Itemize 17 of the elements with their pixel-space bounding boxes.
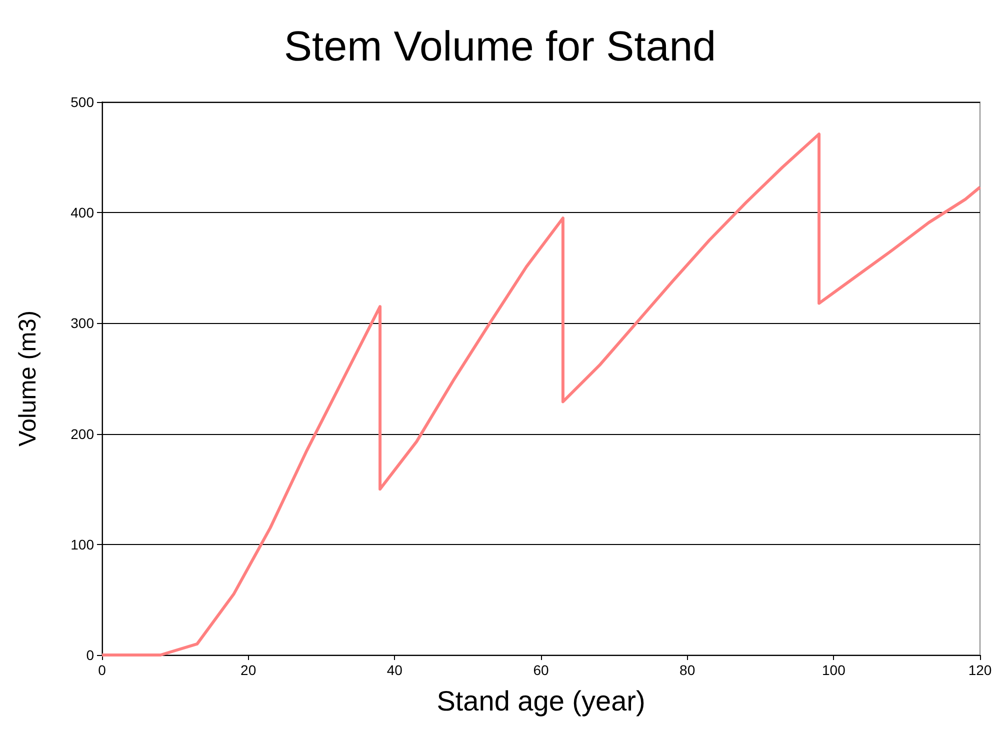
y-axis-title: Volume (m3) bbox=[14, 310, 42, 447]
y-tick-label: 300 bbox=[70, 315, 94, 332]
x-tick-label: 20 bbox=[240, 662, 256, 678]
line-series bbox=[100, 132, 982, 656]
y-tick-label: 200 bbox=[70, 426, 94, 442]
x-tick-label: 80 bbox=[680, 662, 696, 678]
x-tick-label: 0 bbox=[98, 662, 106, 678]
chart-title: Stem Volume for Stand bbox=[284, 22, 716, 70]
x-tick-label: 100 bbox=[822, 662, 846, 678]
y-tick-label: 100 bbox=[70, 536, 94, 552]
y-tick-label: 400 bbox=[70, 204, 94, 221]
x-tick-label: 60 bbox=[533, 662, 549, 678]
y-tick-label: 500 bbox=[70, 94, 94, 110]
y-tick-label: 0 bbox=[86, 647, 94, 663]
x-tick-label: 40 bbox=[386, 662, 403, 678]
x-axis-title: Stand age (year) bbox=[436, 686, 646, 716]
x-tick-label: 120 bbox=[968, 662, 992, 678]
